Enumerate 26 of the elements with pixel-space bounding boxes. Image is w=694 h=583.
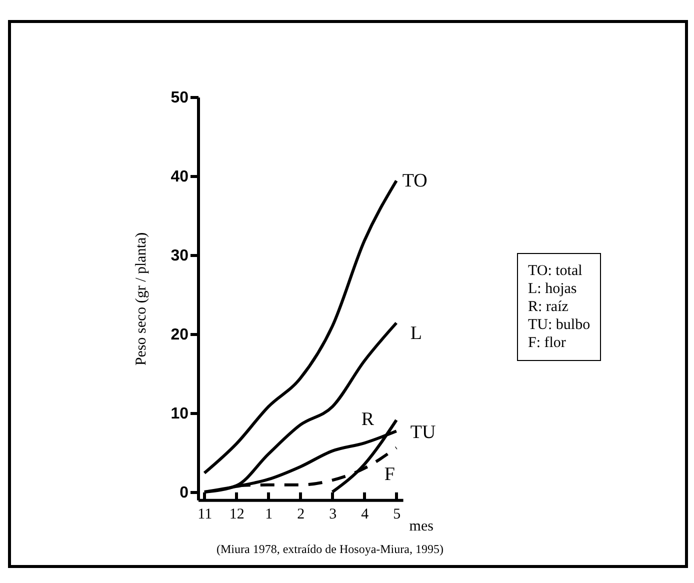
x-tick-label: 3	[329, 506, 337, 522]
x-tick-label: 5	[393, 506, 401, 522]
text: F: flor	[528, 334, 567, 352]
text: TO: total	[528, 262, 584, 280]
x-tick-label: 1	[265, 506, 273, 522]
series-label: TO	[402, 170, 428, 192]
y-tick-label: 0	[180, 484, 189, 502]
y-tick-label: 10	[170, 405, 189, 422]
x-tick-label: 2	[297, 506, 305, 522]
text: (Miura 1978, extraído de Hosoya-Miura, 1995)	[216, 542, 444, 557]
y-tick-label: 50	[170, 90, 189, 106]
text: R: raíz	[528, 298, 570, 316]
series-label: TU	[410, 422, 436, 444]
x-tick-label: 11	[198, 506, 212, 522]
y-tick-label: 30	[170, 247, 189, 264]
x-axis-title: mes	[409, 518, 434, 534]
series-label: R	[361, 409, 374, 430]
series-label: L	[410, 322, 422, 344]
text: L: hojas	[528, 280, 578, 298]
series-label: F	[384, 464, 395, 485]
text: TU: bulbo	[528, 316, 590, 334]
y-axis-title: Peso seco (gr / planta)	[134, 232, 150, 366]
y-tick-label: 20	[170, 326, 189, 344]
x-tick-label: 12	[229, 506, 244, 522]
y-tick-label: 40	[170, 168, 189, 186]
x-tick-label: 4	[361, 506, 370, 522]
